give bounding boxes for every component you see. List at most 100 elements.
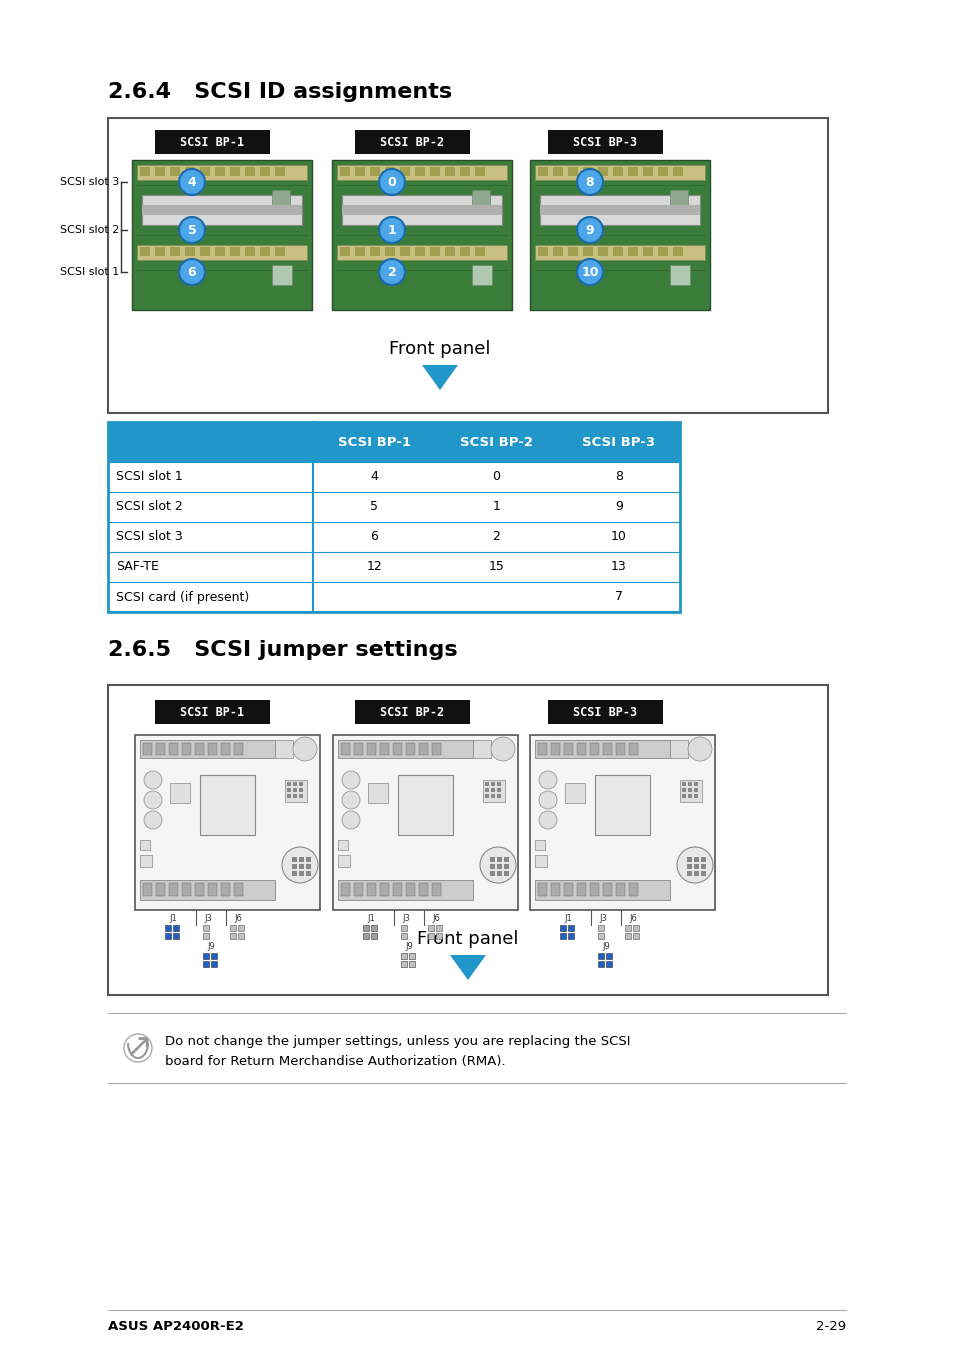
Bar bbox=[535, 840, 544, 850]
Circle shape bbox=[577, 169, 602, 195]
Bar bbox=[472, 265, 492, 285]
Bar bbox=[211, 952, 216, 959]
Bar bbox=[605, 952, 612, 959]
Circle shape bbox=[538, 811, 557, 830]
Bar bbox=[503, 871, 509, 875]
Bar bbox=[430, 168, 439, 176]
Bar bbox=[530, 735, 714, 911]
Text: ↗: ↗ bbox=[124, 1032, 152, 1065]
Bar bbox=[108, 118, 827, 413]
Text: Front panel: Front panel bbox=[389, 340, 490, 358]
Bar bbox=[693, 857, 699, 862]
Bar bbox=[170, 247, 180, 255]
Text: 1: 1 bbox=[387, 223, 395, 236]
Bar bbox=[605, 961, 612, 967]
Bar bbox=[293, 794, 296, 798]
Bar bbox=[693, 794, 698, 798]
Bar bbox=[142, 205, 302, 215]
Bar bbox=[336, 165, 506, 180]
Bar bbox=[598, 247, 607, 255]
Bar bbox=[624, 925, 630, 931]
Bar bbox=[203, 934, 209, 939]
Text: 2.6.4   SCSI ID assignments: 2.6.4 SCSI ID assignments bbox=[108, 82, 452, 101]
Text: 2-29: 2-29 bbox=[815, 1320, 845, 1333]
Circle shape bbox=[538, 790, 557, 809]
Bar bbox=[700, 865, 705, 869]
Bar bbox=[208, 884, 216, 896]
Text: 5: 5 bbox=[370, 500, 377, 513]
Bar bbox=[577, 884, 585, 896]
Bar bbox=[137, 245, 307, 259]
Polygon shape bbox=[421, 365, 457, 390]
Bar bbox=[535, 165, 704, 180]
Bar bbox=[298, 782, 303, 786]
Text: J9: J9 bbox=[207, 942, 214, 951]
Bar bbox=[490, 865, 495, 869]
Bar bbox=[237, 925, 244, 931]
Bar bbox=[567, 168, 578, 176]
Bar bbox=[409, 952, 415, 959]
Text: 6: 6 bbox=[370, 531, 377, 543]
Bar bbox=[686, 871, 691, 875]
Bar bbox=[624, 934, 630, 939]
Bar bbox=[272, 190, 290, 208]
Circle shape bbox=[378, 259, 405, 285]
Bar bbox=[564, 784, 584, 802]
Bar bbox=[108, 582, 679, 612]
Bar bbox=[693, 782, 698, 786]
Bar bbox=[428, 934, 434, 939]
Bar bbox=[627, 247, 638, 255]
Bar bbox=[274, 168, 285, 176]
Circle shape bbox=[687, 738, 711, 761]
Bar bbox=[497, 865, 501, 869]
Bar bbox=[108, 422, 679, 612]
Circle shape bbox=[378, 169, 405, 195]
Bar bbox=[203, 961, 209, 967]
Bar bbox=[482, 780, 504, 802]
Bar bbox=[700, 857, 705, 862]
Circle shape bbox=[179, 169, 205, 195]
Bar bbox=[200, 247, 210, 255]
Bar bbox=[337, 880, 473, 900]
Bar bbox=[393, 884, 401, 896]
Bar bbox=[567, 934, 574, 939]
Bar bbox=[371, 925, 376, 931]
Bar bbox=[172, 934, 179, 939]
Text: 4: 4 bbox=[188, 176, 196, 189]
Bar bbox=[135, 735, 319, 911]
Bar bbox=[165, 934, 171, 939]
Bar bbox=[669, 190, 687, 208]
Bar bbox=[287, 794, 291, 798]
Bar bbox=[681, 788, 685, 792]
Bar bbox=[539, 205, 700, 215]
Text: SCSI BP-3: SCSI BP-3 bbox=[581, 435, 655, 449]
Bar bbox=[208, 743, 216, 755]
Bar bbox=[230, 247, 240, 255]
Bar bbox=[400, 925, 407, 931]
Circle shape bbox=[179, 259, 205, 285]
Bar bbox=[490, 857, 495, 862]
Text: J1: J1 bbox=[563, 915, 571, 923]
Text: J3: J3 bbox=[598, 915, 606, 923]
Bar bbox=[379, 743, 389, 755]
Bar bbox=[337, 740, 473, 758]
Bar bbox=[165, 925, 171, 931]
Circle shape bbox=[538, 771, 557, 789]
Bar bbox=[475, 247, 484, 255]
Bar bbox=[214, 247, 225, 255]
Bar bbox=[497, 857, 501, 862]
Bar bbox=[503, 865, 509, 869]
Bar bbox=[371, 934, 376, 939]
Bar bbox=[298, 794, 303, 798]
Bar bbox=[379, 884, 389, 896]
Bar bbox=[287, 788, 291, 792]
Text: 10: 10 bbox=[580, 266, 598, 278]
Bar bbox=[230, 934, 235, 939]
Bar bbox=[194, 884, 204, 896]
Bar bbox=[418, 743, 428, 755]
Bar bbox=[633, 925, 639, 931]
Text: Front panel: Front panel bbox=[416, 929, 518, 948]
Bar bbox=[214, 168, 225, 176]
Circle shape bbox=[179, 218, 205, 243]
Bar bbox=[200, 775, 254, 835]
